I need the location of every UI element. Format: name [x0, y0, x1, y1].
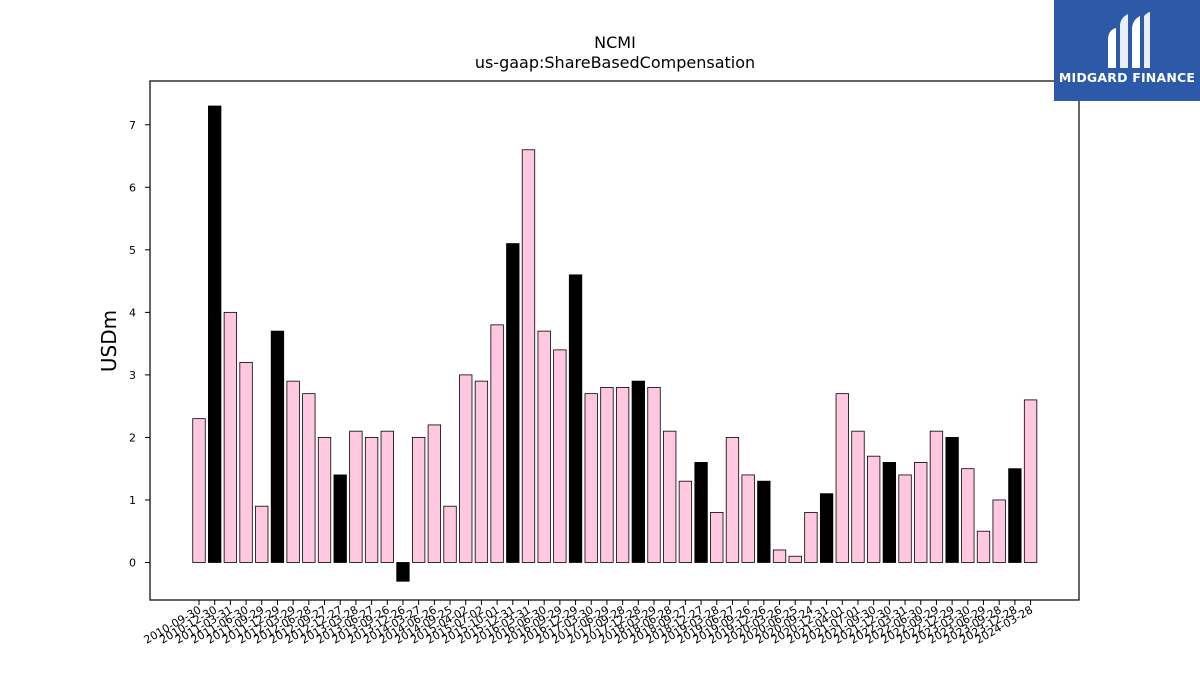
bar-2012-09-27 [317, 437, 332, 563]
bar-2013-12-26 [396, 562, 410, 582]
bar-2021-09-30 [867, 455, 881, 563]
bar-2018-12-27 [694, 462, 708, 563]
x-axis-ticks: 2010-09-302010-12-302011-03-312011-06-30… [142, 600, 1035, 647]
bar-2011-09-29 [255, 505, 269, 563]
bar-2020-09-24 [804, 512, 818, 563]
bar-2023-09-28 [992, 499, 1006, 563]
bar-2019-09-26 [741, 474, 755, 563]
bar-2015-07-02 [474, 380, 489, 563]
bar-2018-06-28 [663, 430, 677, 563]
bar-2013-09-26 [380, 430, 394, 563]
chart-subtitle: us-gaap:ShareBasedCompensation [475, 53, 755, 72]
bar-2021-07-01 [851, 430, 865, 563]
bar-2022-09-29 [929, 430, 944, 563]
bar-2012-03-29 [286, 380, 300, 563]
bar-2020-03-26 [772, 549, 787, 563]
bar-2018-03-29 [647, 386, 661, 563]
bar-2023-06-29 [976, 530, 991, 563]
bar-2018-09-27 [678, 480, 693, 563]
bar-2013-03-28 [349, 430, 363, 563]
bar-2019-03-28 [710, 512, 724, 563]
bar-2016-12-29 [568, 274, 583, 563]
y-tick-label: 7 [129, 119, 136, 132]
y-tick-label: 5 [129, 244, 136, 257]
y-tick-label: 3 [129, 369, 136, 382]
bar-2017-03-30 [584, 393, 598, 563]
bar-2016-09-29 [553, 349, 567, 563]
bar-2011-03-31 [223, 311, 238, 563]
brand-logo: MIDGARD FINANCE [1054, 0, 1200, 101]
y-tick-label: 0 [129, 556, 136, 569]
bar-2012-06-28 [302, 393, 316, 563]
bar-2016-06-30 [537, 330, 551, 563]
bar-2012-12-27 [333, 474, 347, 563]
y-axis-ticks: 0 1 2 3 4 5 6 7 [129, 119, 150, 569]
bar-2023-12-28 [1008, 468, 1022, 563]
bar-2024-03-28 [1023, 399, 1038, 563]
bar-2021-12-30 [882, 462, 897, 563]
bar-2016-03-31 [521, 149, 536, 563]
y-axis-label: USDm [97, 310, 121, 372]
bar-2021-04-01 [835, 393, 849, 563]
bar-2020-06-25 [788, 555, 802, 563]
bar-2019-12-26 [757, 480, 771, 563]
bar-2010-09-30 [192, 418, 206, 563]
bar-2015-12-31 [506, 243, 520, 563]
bars-group [192, 105, 1038, 582]
bar-2022-03-31 [898, 474, 912, 563]
bar-2015-10-01 [490, 324, 504, 563]
logo-mark-icon [1108, 12, 1150, 68]
y-tick-label: 2 [129, 431, 136, 444]
bar-2013-06-27 [364, 437, 379, 563]
bar-2023-03-30 [961, 468, 975, 563]
bar-2014-06-26 [427, 424, 442, 563]
bar-2011-06-30 [239, 361, 253, 563]
bar-2020-12-31 [819, 493, 834, 563]
y-tick-label: 1 [129, 494, 136, 507]
bar-2022-12-29 [945, 437, 959, 563]
bar-2017-06-29 [600, 386, 614, 563]
bar-2011-12-29 [270, 330, 285, 563]
bar-2017-09-28 [615, 386, 630, 563]
bar-2014-03-27 [412, 437, 426, 563]
y-tick-label: 4 [129, 306, 136, 319]
bar-2015-04-02 [459, 374, 473, 563]
chart-title: NCMI [594, 33, 636, 52]
plot-frame [149, 80, 1080, 601]
bar-2014-09-25 [443, 505, 457, 563]
bar-2017-12-28 [631, 380, 645, 563]
bar-2019-06-27 [725, 437, 740, 563]
y-tick-label: 6 [129, 181, 136, 194]
logo-text: MIDGARD FINANCE [1058, 70, 1196, 85]
bar-2022-06-30 [914, 462, 928, 563]
bar-2010-12-30 [208, 105, 222, 563]
